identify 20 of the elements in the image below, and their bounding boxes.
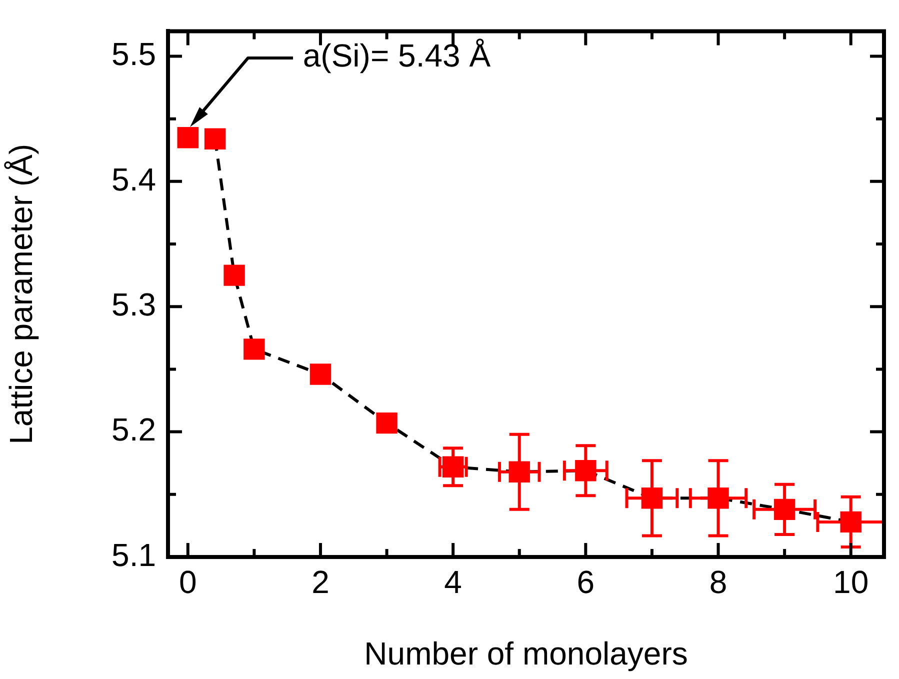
point bbox=[310, 364, 332, 385]
x-tick-label: 2 bbox=[312, 564, 330, 600]
y-tick-label: 5.4 bbox=[112, 161, 156, 198]
point bbox=[204, 128, 226, 150]
point bbox=[224, 264, 245, 286]
x-tick-label: 8 bbox=[709, 564, 728, 600]
point bbox=[244, 338, 265, 360]
y-tick-label: 5.2 bbox=[112, 412, 156, 448]
annotation: a(Si)= 5.43 Å bbox=[302, 37, 492, 74]
x-tick-label: 4 bbox=[444, 564, 462, 600]
y-tick-label: 5.5 bbox=[112, 36, 156, 72]
y-tick-label: 5.1 bbox=[112, 536, 156, 573]
y-tick-label: 5.3 bbox=[112, 286, 156, 322]
x-axis-title: Number of monolayers bbox=[364, 636, 688, 672]
x-tick-label: 0 bbox=[178, 564, 197, 600]
x-tick-label: 6 bbox=[576, 564, 595, 600]
x-tick-label: 10 bbox=[833, 564, 869, 600]
point bbox=[177, 127, 198, 148]
y-axis-title: Lattice parameter (Å) bbox=[3, 144, 40, 444]
point bbox=[376, 412, 398, 434]
